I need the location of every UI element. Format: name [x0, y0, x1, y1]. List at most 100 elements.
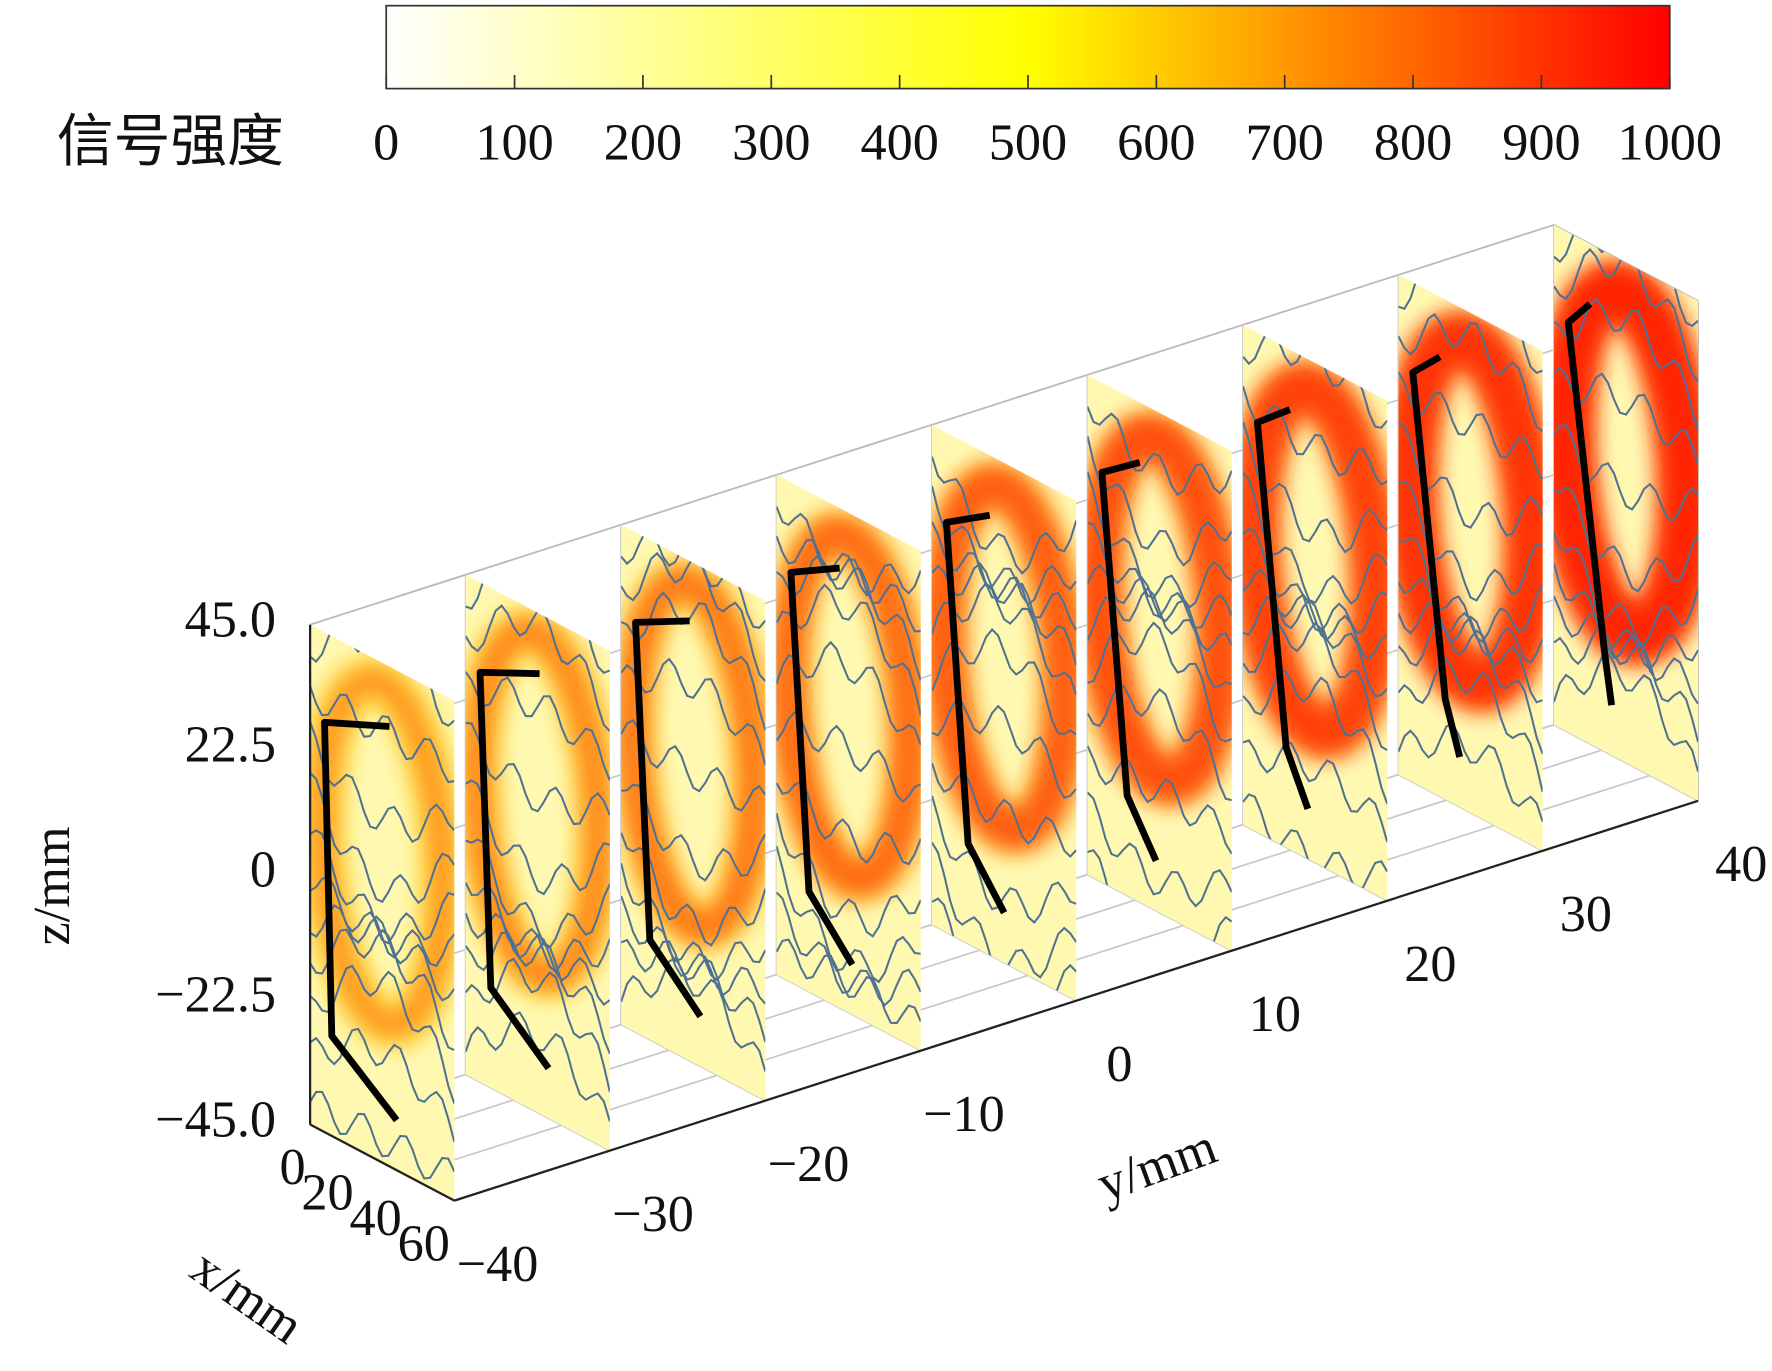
- streamline: [310, 928, 455, 1051]
- intensity: [932, 463, 1077, 852]
- slice: [1243, 324, 1388, 901]
- x-tick-label: 40: [349, 1189, 401, 1247]
- streamline: [1398, 313, 1543, 433]
- y-grid-line: [1242, 823, 1388, 902]
- contour: [632, 617, 704, 1019]
- slice: [310, 624, 455, 1201]
- streamline: [1398, 621, 1543, 755]
- colorbar-tick-label: 500: [989, 114, 1067, 172]
- slice: [465, 574, 610, 1151]
- z-axis-label: z/mm: [23, 826, 81, 945]
- streamline: [1243, 596, 1388, 698]
- streamline: [1243, 669, 1388, 805]
- streamline: [621, 719, 766, 812]
- slice-field: [465, 574, 610, 1122]
- streamline: [310, 1090, 455, 1180]
- streamline: [1087, 685, 1232, 802]
- intensity: [465, 616, 610, 992]
- contour: [321, 718, 400, 1123]
- y-tick-label: −10: [923, 1085, 1005, 1143]
- streamline: [310, 829, 455, 945]
- streamline: [621, 591, 766, 731]
- y-tick-label: −40: [457, 1235, 539, 1293]
- intensity: [1398, 311, 1543, 713]
- contour: [1409, 353, 1464, 758]
- y-tick-label: −30: [612, 1185, 694, 1243]
- streamline: [932, 562, 1077, 666]
- streamline: [1243, 385, 1388, 487]
- colorbar-tick-label: 400: [860, 114, 938, 172]
- streamline: [932, 485, 1077, 606]
- streamline: [1398, 601, 1543, 704]
- slice-field: [1243, 329, 1388, 892]
- streamline: [465, 671, 610, 781]
- colorbar-tick-label: 600: [1117, 114, 1195, 172]
- streamline: [1553, 532, 1699, 646]
- streamline: [1243, 568, 1388, 661]
- colorbar-tick-label: 200: [604, 114, 682, 172]
- streamline: [1398, 577, 1543, 664]
- streamline: [310, 772, 455, 905]
- streamline: [1398, 722, 1543, 823]
- slice: [932, 424, 1077, 1001]
- streamline: [1087, 435, 1232, 567]
- slice: [1087, 374, 1232, 951]
- streamline: [776, 553, 921, 681]
- streamline: [776, 812, 921, 938]
- streamline: [621, 657, 766, 766]
- colorbar: [385, 4, 1671, 90]
- streamline: [1553, 626, 1699, 743]
- streamline: [1553, 424, 1699, 521]
- streamline: [932, 762, 1077, 859]
- y-tick-label: 40: [1715, 835, 1767, 893]
- intensity: [1243, 361, 1388, 759]
- contour: [943, 511, 1008, 915]
- streamline: [310, 904, 455, 1002]
- slice: [621, 524, 766, 1101]
- z-tick-label: 22.5: [185, 716, 276, 774]
- streamline: [1398, 657, 1543, 793]
- colorbar-tick-label: 0: [373, 114, 399, 172]
- streamline: [776, 535, 921, 633]
- z-tick-label: 0: [250, 841, 276, 899]
- streamline: [1553, 652, 1699, 772]
- colorbar-label: 信号强度: [57, 111, 284, 174]
- streamline: [1398, 480, 1543, 602]
- colorbar-tick-label: 300: [732, 114, 810, 172]
- streamline: [1553, 563, 1699, 671]
- slice: [1553, 224, 1699, 801]
- streamline: [776, 640, 921, 746]
- streamline: [776, 583, 921, 716]
- intensity: [1553, 260, 1699, 666]
- z-tick-label: −45.0: [155, 1090, 276, 1148]
- streamline: [1553, 595, 1699, 705]
- slice: [776, 474, 921, 1051]
- x-axis-label: x/mm: [181, 1238, 314, 1355]
- contour: [476, 668, 552, 1071]
- streamline: [1398, 536, 1543, 644]
- z-tick-label: −22.5: [155, 966, 276, 1024]
- contour: [1098, 459, 1160, 863]
- streamline: [1398, 371, 1543, 482]
- streamline: [776, 506, 921, 597]
- intensity: [310, 667, 455, 1039]
- y-tick-label: 0: [1106, 1035, 1132, 1093]
- streamline: [621, 895, 766, 1005]
- colorbar-tick-label: 700: [1246, 114, 1324, 172]
- streamline: [621, 938, 766, 1043]
- contour: [1254, 406, 1312, 810]
- streamline: [1087, 406, 1232, 497]
- colorbar-tick-label: 1000: [1618, 114, 1723, 172]
- streamline: [1243, 621, 1388, 752]
- box-edge: [1553, 224, 1699, 302]
- streamline: [1087, 471, 1232, 609]
- streamline: [932, 456, 1077, 575]
- streamline: [310, 685, 455, 784]
- slice: [1398, 274, 1543, 851]
- streamline: [621, 956, 766, 1072]
- colorbar-tick-label: 900: [1502, 114, 1580, 172]
- slice-field: [310, 624, 455, 1180]
- contour: [1564, 301, 1615, 706]
- y-tick-label: −20: [768, 1135, 850, 1193]
